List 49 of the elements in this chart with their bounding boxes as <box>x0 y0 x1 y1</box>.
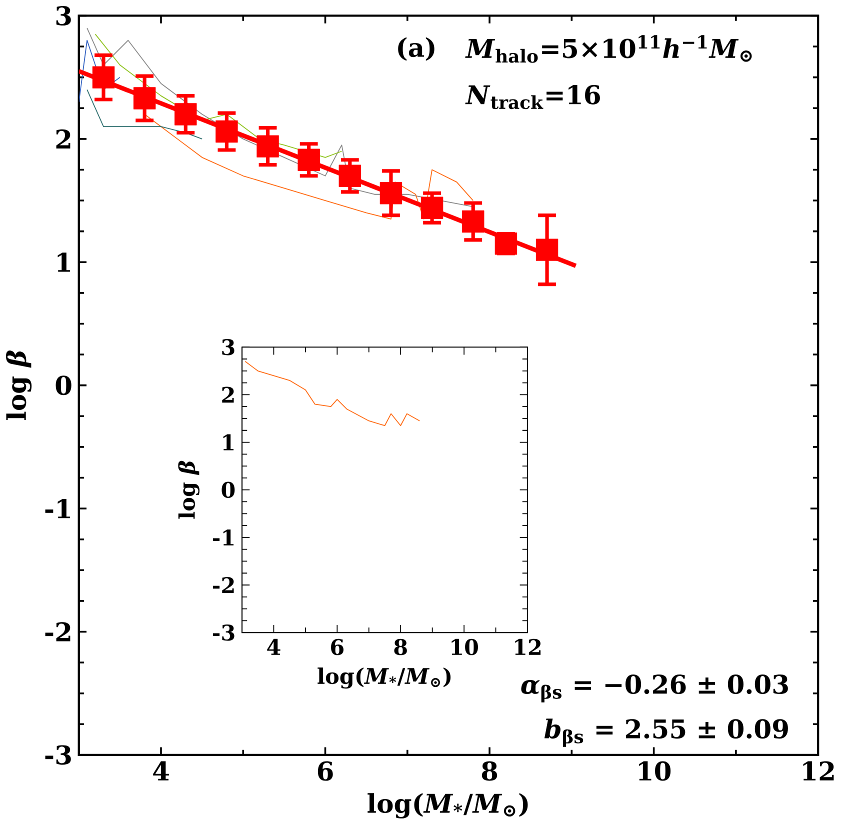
annotation: N$_{track}$=16 <box>465 84 600 109</box>
annotation: b$_{βs}$ = 2.55 ± 0.09 <box>544 718 788 747</box>
point <box>536 238 558 261</box>
y-tick-label: 0 <box>56 375 72 395</box>
line-series <box>78 40 120 102</box>
point <box>256 135 279 158</box>
annotation: M$_{halo}$=5×10$^{11}$h$^{−1}$M$_{⊙}$ <box>465 34 752 63</box>
point <box>133 86 156 110</box>
y-tick-label: 2 <box>222 386 234 402</box>
x-tick-label: 8 <box>394 638 407 655</box>
point <box>420 196 444 219</box>
y-tick-label: 3 <box>56 6 71 26</box>
y-tick-label: 1 <box>58 252 70 272</box>
x-tick-label: 4 <box>153 761 169 780</box>
x-tick-label: 6 <box>318 761 333 781</box>
line-series <box>94 34 342 158</box>
y-tick-label: 1 <box>223 434 234 450</box>
y-tick-label: -3 <box>212 624 234 641</box>
y-tick-label: -2 <box>212 576 234 593</box>
point <box>216 120 238 142</box>
y-tick-label: 0 <box>222 482 235 498</box>
x-tick-label: 4 <box>267 638 280 655</box>
line-series <box>144 114 474 220</box>
x-axis-title: log(M$_{*}$/M$_{⊙}$) <box>318 667 451 688</box>
x-tick-label: 10 <box>639 761 671 781</box>
line-series <box>244 360 420 426</box>
y-tick-label: -1 <box>45 498 70 518</box>
point <box>298 148 320 171</box>
y-axis-title: log β <box>6 350 32 420</box>
point <box>338 164 362 187</box>
line-series <box>86 89 203 140</box>
y-axis-title: log β <box>178 460 200 519</box>
y-tick-label: -2 <box>45 622 70 642</box>
y-tick-label: -1 <box>212 529 234 546</box>
annotation: (a) <box>398 37 434 61</box>
x-tick-label: 12 <box>515 638 541 655</box>
point <box>462 210 484 232</box>
y-tick-label: 3 <box>222 338 234 356</box>
x-tick-label: 12 <box>803 761 834 780</box>
annotation: α$_{βs}$ = −0.26 ± 0.03 <box>521 674 788 702</box>
point <box>92 66 115 88</box>
x-axis-title: log(M$_{*}$/M$_{⊙}$) <box>368 792 528 818</box>
point <box>174 102 197 126</box>
x-tick-label: 8 <box>482 761 498 781</box>
x-tick-label: 6 <box>331 638 344 655</box>
x-tick-label: 10 <box>452 638 478 655</box>
point <box>380 182 402 204</box>
y-tick-label: 2 <box>56 129 70 148</box>
y-tick-label: -3 <box>45 745 71 765</box>
